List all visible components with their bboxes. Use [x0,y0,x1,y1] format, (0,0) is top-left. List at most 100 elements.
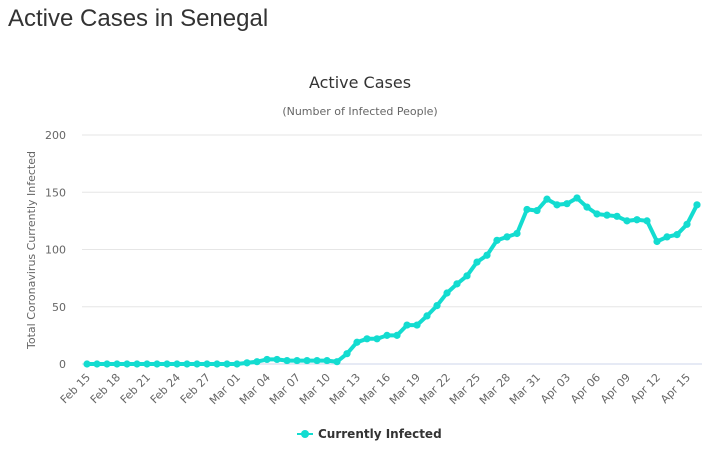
x-tick-label: Mar 04 [237,371,273,407]
data-point[interactable] [353,338,361,346]
x-tick-label: Apr 15 [658,371,693,406]
series-line-currently-infected [85,196,699,366]
data-point[interactable] [373,335,381,343]
data-point[interactable] [593,210,601,218]
x-tick-label: Feb 24 [148,371,183,406]
data-point[interactable] [503,233,511,241]
x-tick-label: Feb 15 [58,371,93,406]
x-tick-label: Apr 09 [598,371,633,406]
data-point[interactable] [213,360,221,368]
data-point[interactable] [283,356,291,365]
data-point[interactable] [333,358,341,366]
legend-marker-icon [301,430,309,438]
data-point[interactable] [273,355,281,364]
data-point[interactable] [143,360,151,368]
x-tick-label: Feb 18 [88,371,123,406]
y-tick-label: 50 [52,301,66,314]
page-title: Active Cases in Senegal [8,5,269,32]
x-tick-label: Feb 27 [178,371,213,406]
data-point[interactable] [493,236,501,244]
data-point[interactable] [563,200,571,208]
data-point[interactable] [543,195,551,203]
grid-lines [82,134,702,365]
y-tick-label: 0 [59,358,66,371]
legend-label: Currently Infected [318,427,442,441]
data-point[interactable] [683,220,691,228]
data-point[interactable] [403,321,411,329]
data-point[interactable] [93,360,101,368]
data-point[interactable] [83,360,91,368]
data-point[interactable] [123,360,131,368]
x-tick-label: Mar 16 [357,371,393,407]
data-point[interactable] [623,217,631,225]
data-point[interactable] [313,356,321,365]
data-point[interactable] [113,360,121,368]
x-tick-label: Mar 13 [327,371,363,407]
y-axis-ticks: 0 50 100 150 200 [45,129,66,371]
data-point[interactable] [243,359,251,367]
data-point[interactable] [533,206,541,215]
data-point[interactable] [193,360,201,368]
data-point[interactable] [133,360,141,368]
series-layer [83,194,701,368]
x-tick-label: Mar 25 [447,371,483,407]
data-point[interactable] [453,280,461,288]
legend-item-currently-infected[interactable]: Currently Infected [297,427,442,441]
x-tick-label: Mar 19 [387,371,423,407]
data-point[interactable] [603,211,611,219]
data-point[interactable] [483,251,491,259]
data-point[interactable] [413,321,421,329]
x-tick-label: Apr 12 [628,371,663,406]
data-point[interactable] [613,212,621,220]
x-tick-label: Feb 21 [118,371,153,406]
x-tick-label: Mar 01 [207,371,243,407]
chart-subtitle: (Number of Infected People) [282,105,437,118]
data-point[interactable] [573,194,581,202]
data-point[interactable] [553,201,561,209]
data-point[interactable] [253,358,261,366]
data-point[interactable] [183,360,191,368]
data-point[interactable] [363,335,371,343]
data-point[interactable] [463,272,471,280]
data-point[interactable] [383,331,391,339]
data-point[interactable] [673,231,681,239]
x-tick-label: Mar 31 [507,371,543,407]
data-point[interactable] [663,233,671,241]
data-point[interactable] [153,360,161,368]
data-point[interactable] [643,217,651,225]
data-point[interactable] [653,237,661,246]
data-point[interactable] [173,360,181,368]
data-point[interactable] [393,331,401,339]
data-point[interactable] [433,302,441,310]
data-point[interactable] [343,350,351,358]
data-point[interactable] [473,258,481,266]
data-point[interactable] [523,205,531,214]
data-point[interactable] [203,360,211,368]
data-point[interactable] [423,312,431,320]
data-point[interactable] [693,201,701,209]
data-point[interactable] [583,203,591,211]
data-point[interactable] [263,355,271,364]
data-point[interactable] [513,229,521,238]
data-point[interactable] [443,289,451,297]
x-tick-label: Mar 10 [297,371,333,407]
x-tick-label: Mar 07 [267,371,303,407]
x-tick-label: Apr 06 [568,371,603,406]
data-point[interactable] [163,360,171,368]
data-point[interactable] [103,360,111,368]
x-tick-label: Mar 22 [417,371,453,407]
data-point[interactable] [633,216,641,224]
data-point[interactable] [223,360,231,368]
y-tick-label: 150 [45,186,66,199]
x-tick-label: Apr 03 [538,371,573,406]
y-tick-label: 200 [45,129,66,142]
data-point[interactable] [303,356,311,365]
data-point[interactable] [233,360,241,368]
x-tick-label: Mar 28 [477,371,513,407]
data-point[interactable] [293,356,301,365]
y-tick-label: 100 [45,244,66,257]
chart-title: Active Cases [309,73,411,92]
y-axis-title: Total Coronavirus Currently Infected [25,151,38,350]
data-point[interactable] [323,356,331,365]
